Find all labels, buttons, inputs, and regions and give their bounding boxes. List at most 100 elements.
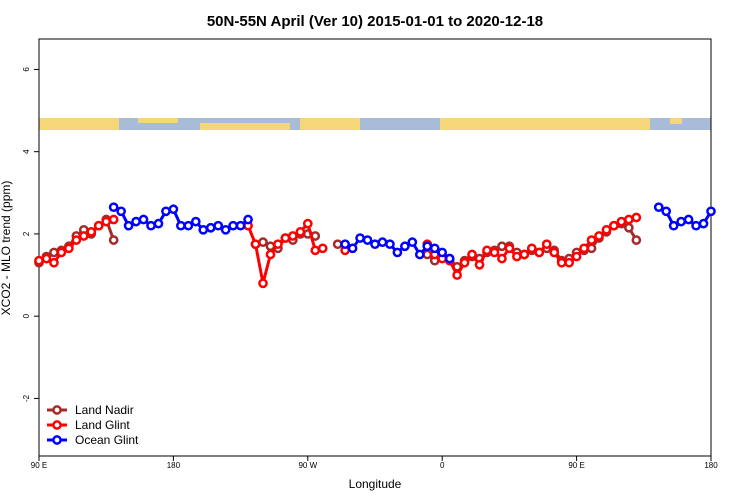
data-point xyxy=(93,220,104,231)
data-point xyxy=(190,216,201,227)
data-point xyxy=(437,247,448,258)
data-point xyxy=(586,235,597,245)
data-point xyxy=(295,227,306,237)
data-point xyxy=(429,243,440,254)
data-point xyxy=(444,253,455,264)
data-point xyxy=(64,243,74,254)
data-point xyxy=(497,253,507,264)
data-point xyxy=(683,214,694,225)
data-point xyxy=(205,222,216,233)
data-point xyxy=(653,202,664,213)
data-point xyxy=(459,257,470,268)
data-point xyxy=(302,218,313,229)
data-point xyxy=(594,231,604,241)
legend-marker xyxy=(52,435,62,445)
x-tick-label: 0 xyxy=(440,461,445,470)
y-axis-label: XCO2 - MLO trend (ppm) xyxy=(0,181,13,316)
x-axis-label: Longitude xyxy=(349,477,402,491)
data-point xyxy=(176,220,186,231)
data-point xyxy=(474,259,485,270)
data-point xyxy=(138,214,149,225)
data-point xyxy=(340,239,350,250)
legend-label: Land Glint xyxy=(75,418,130,432)
data-point xyxy=(288,231,298,241)
data-point xyxy=(691,220,701,231)
data-point xyxy=(49,247,59,258)
data-point xyxy=(123,220,134,231)
data-point xyxy=(131,216,141,227)
legend-marker xyxy=(52,405,62,415)
data-point xyxy=(108,235,119,245)
data-point xyxy=(265,249,276,260)
data-point xyxy=(228,220,238,231)
data-point xyxy=(564,257,574,268)
legend-label: Ocean Glint xyxy=(75,433,139,447)
data-point xyxy=(661,206,672,217)
data-point xyxy=(489,247,500,258)
y-tick-label: 6 xyxy=(22,67,31,72)
data-point xyxy=(332,239,343,250)
data-point xyxy=(317,243,328,254)
data-point xyxy=(422,249,433,260)
data-point xyxy=(601,224,612,235)
data-point xyxy=(310,245,321,256)
data-point xyxy=(168,204,179,215)
data-point xyxy=(78,231,89,241)
data-point xyxy=(586,243,597,254)
plot-frame xyxy=(38,38,712,457)
data-point xyxy=(280,233,291,243)
data-point xyxy=(146,220,156,231)
data-point xyxy=(422,241,433,252)
legend-marker xyxy=(52,420,62,430)
data-point xyxy=(49,257,59,268)
data-point xyxy=(273,239,283,250)
data-point xyxy=(414,249,425,260)
data-point xyxy=(34,255,44,266)
data-point xyxy=(385,239,395,250)
data-point xyxy=(534,247,545,258)
data-point xyxy=(541,239,552,250)
data-point xyxy=(698,218,709,229)
y-tick-label: 0 xyxy=(22,313,31,318)
data-point xyxy=(71,235,82,245)
data-point xyxy=(250,239,261,250)
data-point xyxy=(616,216,627,227)
data-point xyxy=(183,220,194,231)
data-point xyxy=(668,220,679,231)
data-point xyxy=(243,214,253,225)
data-point xyxy=(235,220,246,231)
data-point xyxy=(347,243,358,254)
data-point xyxy=(220,224,231,235)
data-point xyxy=(519,249,530,260)
x-tick-label: 180 xyxy=(704,461,718,470)
y-tick-label: 4 xyxy=(22,149,31,154)
y-tick-label: 2 xyxy=(22,231,31,236)
data-point xyxy=(526,243,537,254)
data-point xyxy=(571,251,582,262)
data-point xyxy=(258,278,268,289)
data-point xyxy=(370,239,380,250)
data-point xyxy=(407,237,418,248)
data-point xyxy=(549,247,560,258)
data-point xyxy=(609,220,619,231)
data-point xyxy=(579,243,589,254)
data-point xyxy=(116,206,126,217)
data-point xyxy=(631,235,642,245)
data-point xyxy=(624,222,634,233)
data-point xyxy=(392,247,403,258)
data-point xyxy=(624,214,634,225)
data-point xyxy=(86,227,97,237)
data-point xyxy=(362,235,373,245)
data-point xyxy=(482,245,492,256)
x-tick-label: 90 W xyxy=(298,461,317,470)
data-point xyxy=(198,224,209,235)
data-point xyxy=(108,214,119,225)
data-point xyxy=(355,233,365,243)
data-point xyxy=(497,241,507,252)
data-point xyxy=(377,237,388,248)
x-tick-label: 90 E xyxy=(31,461,47,470)
data-point xyxy=(504,243,515,254)
data-point xyxy=(706,206,716,217)
data-point xyxy=(41,253,52,264)
